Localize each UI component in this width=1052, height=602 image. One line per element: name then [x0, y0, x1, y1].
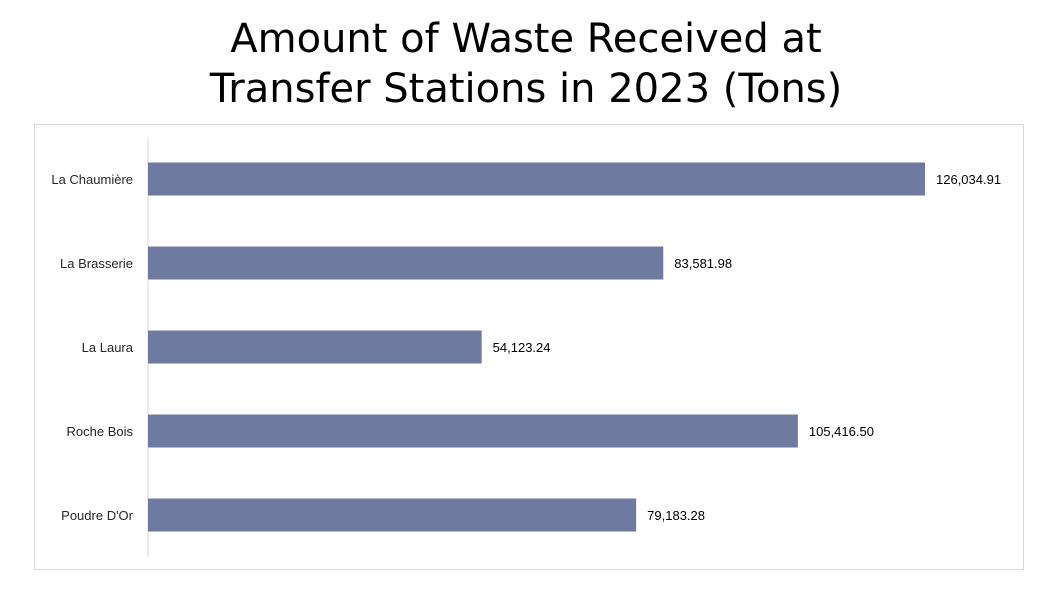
bar-0 — [148, 162, 925, 196]
plot-area-border — [34, 124, 1024, 570]
chart-title-line-2: Transfer Stations in 2023 (Tons) — [209, 66, 843, 112]
value-label-0: 126,034.91 — [936, 172, 1001, 187]
bar-2 — [148, 330, 482, 364]
bar-3 — [148, 414, 798, 448]
value-label-1: 83,581.98 — [674, 256, 732, 271]
category-label-3: Roche Bois — [67, 424, 134, 439]
chart-title: Amount of Waste Received at Transfer Sta… — [0, 14, 1052, 114]
value-label-3: 105,416.50 — [809, 424, 874, 439]
bar-1 — [148, 246, 664, 280]
category-label-1: La Brasserie — [60, 256, 133, 271]
category-label-4: Poudre D'Or — [61, 508, 134, 523]
category-label-0: La Chaumière — [51, 172, 133, 187]
value-label-2: 54,123.24 — [493, 340, 551, 355]
category-label-2: La Laura — [82, 340, 134, 355]
chart-title-line-1: Amount of Waste Received at — [230, 16, 822, 62]
bar-4 — [148, 498, 637, 532]
value-label-4: 79,183.28 — [647, 508, 705, 523]
